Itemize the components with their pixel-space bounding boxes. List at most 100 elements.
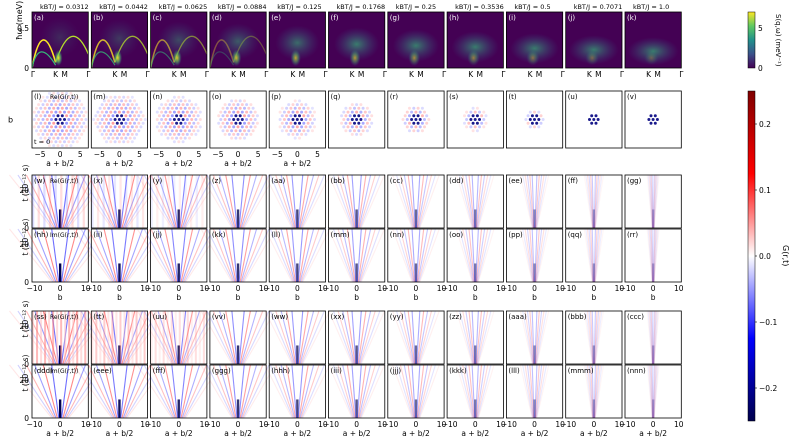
- panel-label: (z): [212, 177, 221, 185]
- light-cone-line: [475, 310, 479, 365]
- lattice-site: [94, 114, 98, 118]
- lattice-site: [71, 125, 75, 129]
- light-cone-line: [34, 364, 57, 419]
- lattice-site: [412, 106, 416, 110]
- lattice-site: [293, 114, 297, 118]
- lattice-site: [232, 103, 236, 107]
- panel-label: (ss): [34, 313, 47, 321]
- lattice-site: [71, 140, 75, 144]
- x-axis: −10 0 10a + b/2: [145, 420, 209, 438]
- light-cone-line: [297, 364, 304, 419]
- x-axis: −10 0 10b: [501, 284, 565, 302]
- x-tick-label: 10: [377, 420, 387, 429]
- light-cone-line: [358, 310, 372, 365]
- lattice-site: [469, 125, 473, 129]
- panel-label: (g): [390, 14, 400, 22]
- lattice-site: [528, 125, 532, 129]
- central-stripe: [474, 263, 477, 282]
- lattice-site: [166, 99, 170, 103]
- light-cone-line: [535, 228, 545, 283]
- light-cone-line: [269, 310, 294, 365]
- central-stripe: [118, 345, 121, 364]
- lattice-site: [67, 125, 71, 129]
- lattice-site: [130, 118, 134, 121]
- light-cone-line: [231, 310, 238, 365]
- background-stripe: [60, 311, 63, 364]
- panel-frame: [328, 228, 386, 283]
- lattice-site: [155, 110, 159, 114]
- lattice-site: [594, 121, 598, 125]
- lattice-site: [124, 114, 128, 118]
- background-stripe: [201, 175, 204, 228]
- light-cone-line: [63, 174, 86, 229]
- continuum-glow: [275, 25, 320, 61]
- light-cone-line: [212, 174, 235, 229]
- light-cone-line: [396, 364, 414, 419]
- lattice-site: [47, 114, 51, 118]
- lattice-site: [47, 129, 51, 133]
- lattice-site: [122, 125, 126, 129]
- lattice-site: [230, 99, 234, 103]
- panel-frame: [624, 228, 682, 283]
- lattice-site: [465, 118, 469, 121]
- background-stripe: [125, 175, 128, 228]
- x-tick-label: K: [528, 70, 534, 79]
- light-cone-line: [164, 364, 177, 419]
- time-panel: (aa): [264, 174, 331, 229]
- light-cone-line: [418, 174, 433, 229]
- lattice-site: [111, 129, 115, 133]
- light-cone-line: [275, 364, 295, 419]
- x-tick-label: M: [239, 70, 245, 79]
- lattice-site: [109, 95, 113, 99]
- x-tick-label: 0: [354, 420, 359, 429]
- lattice-site: [111, 114, 115, 118]
- lattice-site: [60, 91, 64, 95]
- light-cone-line: [590, 310, 594, 365]
- light-cone-line: [591, 364, 595, 419]
- lattice-site: [365, 114, 369, 118]
- light-cone-line: [535, 228, 547, 283]
- lattice-site: [65, 106, 69, 110]
- panel-label: (p): [271, 93, 281, 101]
- panel-frame: [31, 310, 89, 365]
- lattice-site: [39, 99, 43, 103]
- lattice-site: [69, 136, 73, 140]
- light-cone-line: [291, 228, 297, 283]
- x-axis-label: a + b/2: [521, 429, 549, 438]
- panel-label: (h): [449, 14, 459, 22]
- lattice-site: [130, 132, 134, 136]
- lattice-site: [71, 103, 75, 107]
- lattice-site: [471, 129, 475, 133]
- x-axis: −10 0 10a + b/2: [205, 420, 269, 438]
- lattice-site: [43, 129, 47, 133]
- lattice-site: [344, 121, 348, 125]
- lattice-site: [188, 136, 191, 140]
- lattice-site: [280, 106, 284, 110]
- lattice-site: [65, 129, 69, 133]
- lattice-site: [198, 125, 202, 129]
- panel-frame: [565, 310, 623, 365]
- lattice-site: [194, 110, 198, 114]
- panel-label: (x): [93, 177, 103, 185]
- background-stripe: [190, 311, 193, 364]
- lattice-site: [478, 118, 481, 121]
- light-cone-line: [585, 174, 594, 229]
- x-tick-label: 10: [140, 420, 150, 429]
- lattice-site: [168, 110, 172, 114]
- light-cone-line: [62, 364, 78, 419]
- central-stripe: [296, 263, 299, 282]
- light-cone-line: [651, 364, 654, 419]
- lattice-site: [102, 114, 106, 118]
- light-cone-line: [586, 364, 594, 419]
- panel-title: kBT/J = 0.0312: [40, 3, 89, 11]
- lattice-site: [359, 125, 363, 129]
- panel-frame: [624, 364, 682, 419]
- lattice-site: [63, 95, 66, 99]
- lattice-site: [535, 114, 539, 118]
- lattice-site: [71, 110, 75, 114]
- light-cone-line: [150, 310, 175, 365]
- light-cone-line: [477, 174, 492, 229]
- x-tick-label: 10: [81, 420, 91, 429]
